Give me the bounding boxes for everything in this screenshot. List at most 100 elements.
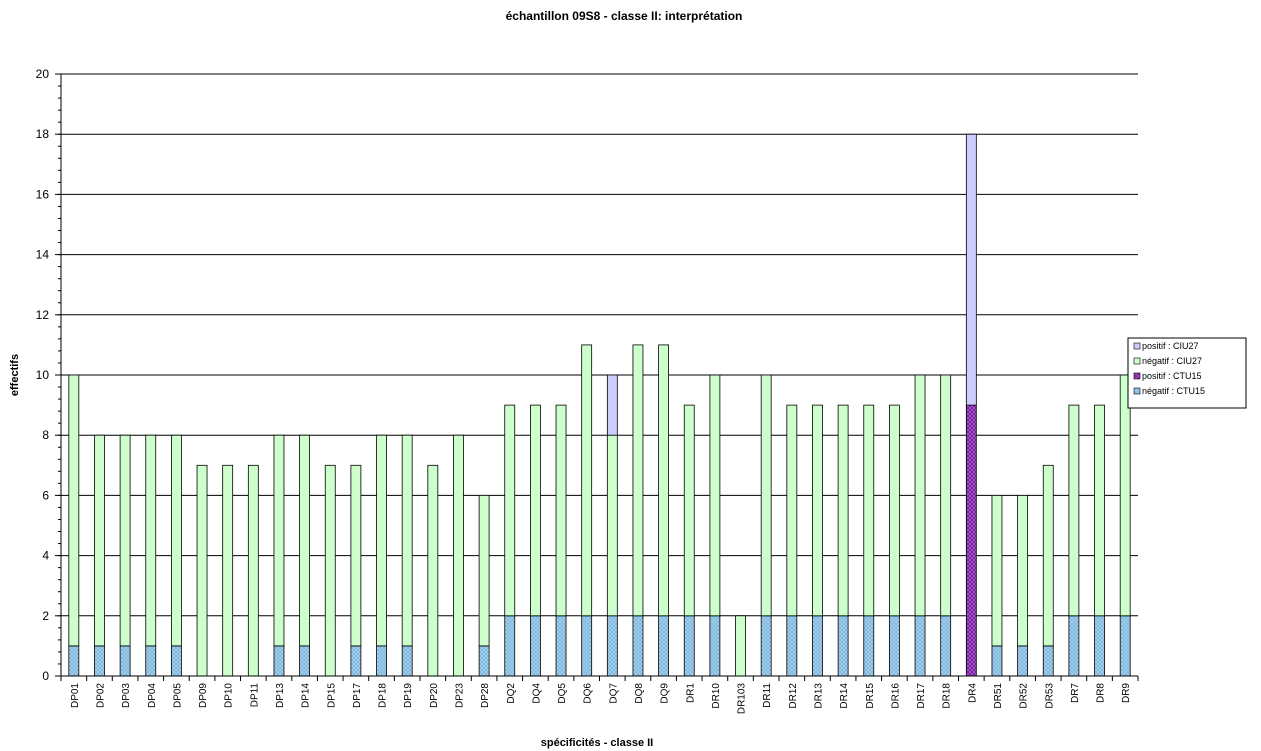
bar-segment [504, 404, 516, 617]
x-tick-label: DQ8 [634, 683, 645, 704]
bar-segment [299, 645, 311, 677]
bar-segment [145, 645, 157, 677]
x-tick-label: DQ5 [557, 683, 568, 704]
bar-segment [504, 615, 516, 677]
x-tick-label: DP15 [326, 683, 337, 708]
bar-segment [529, 615, 541, 677]
bar-segment [812, 404, 823, 617]
bar-segment [914, 615, 926, 677]
bar-segment [1068, 615, 1080, 677]
y-tick-label: 16 [36, 187, 50, 201]
bar-segment [376, 434, 387, 647]
legend-label: positif : CTU15 [1142, 371, 1202, 381]
x-tick-label: DP02 [95, 683, 106, 708]
x-tick-label: DP13 [275, 683, 286, 708]
legend-label: positif : CIU27 [1142, 341, 1199, 351]
bar-segment [606, 434, 618, 617]
bar-segment [581, 344, 593, 617]
x-tick-label: DR13 [813, 683, 824, 709]
bar-segment [632, 615, 644, 677]
y-tick-label: 12 [36, 308, 50, 322]
x-tick-label: DR15 [865, 683, 876, 709]
bar-segment [658, 615, 670, 677]
bar-segment [68, 645, 80, 677]
x-tick-label: DR12 [788, 683, 799, 709]
grid-lines [61, 73, 1138, 617]
bar-segment [1017, 494, 1029, 647]
bar-segment [119, 434, 131, 647]
bar-segment [1119, 615, 1131, 677]
legend-label: négatif : CIU27 [1142, 356, 1202, 366]
bar-segment [170, 645, 182, 677]
bar-segment [888, 404, 900, 617]
x-tick-label: DR103 [737, 683, 748, 715]
bar-segment [1042, 464, 1054, 647]
legend-label: négatif : CTU15 [1142, 386, 1205, 396]
x-axis-label: spécificités - classe II [541, 737, 654, 749]
bar-segment [529, 404, 541, 617]
x-tick-label: DQ6 [583, 683, 594, 704]
y-tick-label: 4 [42, 549, 49, 563]
bar-segment [735, 615, 746, 677]
y-tick-label: 2 [42, 609, 49, 623]
bar-segment [1017, 645, 1029, 677]
bar-segment [991, 645, 1003, 677]
bar-segment [606, 374, 618, 436]
x-tick-label: DP17 [352, 683, 363, 708]
bar-segment [376, 645, 387, 677]
x-tick-label: DR18 [942, 683, 953, 709]
bar-segment [606, 615, 618, 677]
x-tick-label: DP01 [70, 683, 81, 708]
bar-segment [1042, 645, 1054, 677]
bar-segment [683, 404, 695, 617]
bar-segment [222, 464, 234, 677]
bar-segment [991, 494, 1003, 647]
bar-segment [658, 344, 670, 617]
bar-segment [709, 374, 721, 617]
legend: positif : CIU27 négatif : CIU27 positif : … [1127, 337, 1247, 409]
bar-segment [786, 615, 798, 677]
x-tick-label: DP20 [429, 683, 440, 708]
y-tick-label: 20 [36, 67, 50, 81]
bar-segment [324, 464, 336, 677]
y-tick-label: 0 [42, 669, 49, 683]
x-tick-label: DR7 [1070, 683, 1081, 703]
x-tick-label: DP11 [249, 683, 260, 708]
bar-segment [914, 374, 926, 617]
bar-segment [863, 404, 875, 617]
bar-segment [555, 615, 567, 677]
bar-segment [119, 645, 131, 677]
bar-segment [273, 645, 285, 677]
legend-swatch [1133, 342, 1141, 350]
legend-box [1127, 337, 1247, 409]
x-tick-label: DR53 [1044, 683, 1055, 709]
bar-segment [94, 434, 105, 647]
x-tick-label: DR9 [1121, 683, 1132, 703]
x-tick-label: DR51 [993, 683, 1004, 709]
bar-segment [1094, 404, 1105, 617]
bar-segment [581, 615, 593, 677]
bar-segment [247, 464, 259, 677]
bar-segment [760, 374, 772, 617]
bar-segment [888, 615, 900, 677]
x-tick-label: DP03 [121, 683, 132, 708]
bar-segment [350, 645, 362, 677]
x-tick-label: DQ2 [506, 683, 517, 704]
x-tick-label: DP14 [301, 683, 312, 708]
y-tick-label: 10 [36, 368, 50, 382]
x-tick-label: DR16 [890, 683, 901, 709]
x-tick-label: DP05 [172, 683, 183, 708]
bar-segment [709, 615, 721, 677]
chart-title: échantillon 09S8 - classe II: interpréta… [506, 9, 743, 23]
bar-segment [427, 464, 439, 677]
x-tick-label: DQ7 [608, 683, 619, 704]
legend-swatch [1133, 357, 1141, 365]
y-tick-label: 8 [42, 428, 49, 442]
x-tick-label: DP09 [198, 683, 209, 708]
x-tick-labels: DP01 DP02 DP03 DP04 DP05 DP09 DP10 DP11 DP13 DP14… [70, 683, 1132, 715]
bar-segment [273, 434, 285, 647]
bar-segment [760, 615, 772, 677]
bar-segment [350, 464, 362, 647]
bar-segment [965, 404, 977, 677]
